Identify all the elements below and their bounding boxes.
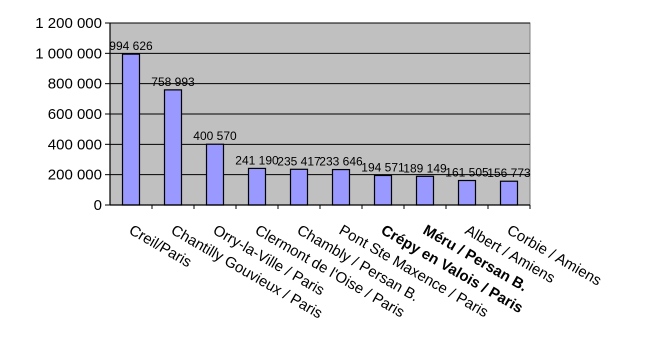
y-tick-label: 600 000	[48, 106, 102, 123]
data-label: 758 993	[151, 75, 195, 89]
bar	[121, 53, 141, 206]
bar	[415, 175, 435, 206]
y-tick-label: 1 200 000	[35, 15, 102, 32]
data-label: 189 149	[403, 161, 447, 175]
bar	[247, 167, 267, 206]
bar	[499, 180, 519, 206]
bar	[289, 168, 309, 206]
y-axis-ticks: 0 200 000 400 000 600 000 800 000 1 000 000 1 …	[35, 15, 110, 214]
bars	[121, 53, 519, 206]
data-label: 400 570	[193, 129, 237, 143]
bar	[331, 168, 351, 206]
bar	[205, 143, 225, 206]
data-label: 235 417	[277, 154, 321, 168]
y-tick-label: 800 000	[48, 76, 102, 93]
y-tick-label: 200 000	[48, 167, 102, 184]
y-tick-label: 1 000 000	[35, 45, 102, 62]
data-label: 161 505	[445, 166, 489, 180]
bar	[163, 89, 183, 206]
data-label: 156 773	[487, 166, 531, 180]
data-label: 194 571	[361, 160, 405, 174]
y-tick-label: 400 000	[48, 136, 102, 153]
bar	[457, 179, 477, 206]
bar	[373, 174, 393, 206]
data-label: 233 646	[319, 155, 363, 169]
y-tick-label: 0	[94, 197, 102, 214]
data-label: 994 626	[109, 39, 153, 53]
data-label: 241 190	[235, 153, 279, 167]
